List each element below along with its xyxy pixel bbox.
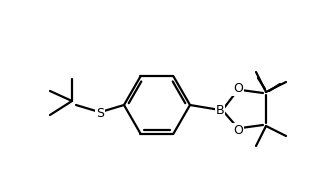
- Text: O: O: [233, 123, 243, 136]
- Text: S: S: [96, 107, 104, 120]
- Text: B: B: [216, 103, 224, 116]
- Text: O: O: [233, 82, 243, 94]
